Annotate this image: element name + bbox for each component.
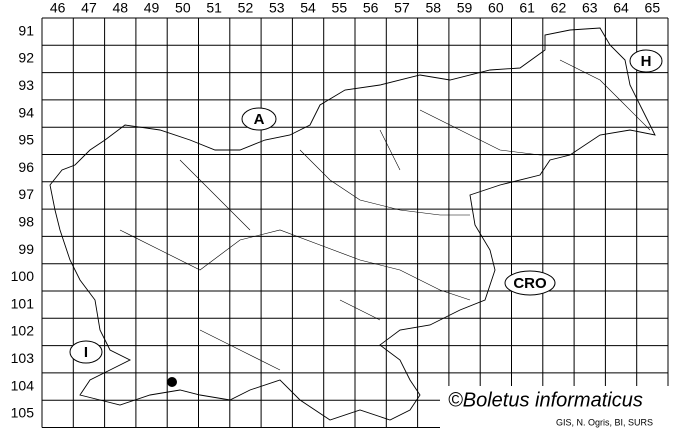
column-label: 59	[457, 0, 473, 16]
column-label: 52	[238, 0, 254, 16]
column-label: 57	[394, 0, 410, 16]
column-label: 64	[613, 0, 629, 16]
row-label: 91	[18, 22, 34, 38]
row-label: 101	[11, 295, 35, 311]
column-label: 54	[300, 0, 316, 16]
row-label: 98	[18, 213, 34, 229]
row-label: 100	[11, 268, 35, 284]
country-label: CRO	[513, 275, 547, 292]
country-label: A	[254, 111, 265, 128]
row-label: 92	[18, 50, 34, 66]
grid	[41, 17, 669, 428]
row-label: 99	[18, 241, 34, 257]
row-label: 94	[18, 104, 34, 120]
caption-box	[440, 386, 672, 430]
row-label: 102	[11, 323, 35, 339]
country-label: H	[641, 53, 652, 70]
label-oval	[241, 107, 277, 131]
column-label: 62	[551, 0, 567, 16]
row-label: 95	[18, 132, 34, 148]
row-label: 96	[18, 159, 34, 175]
column-label: 47	[81, 0, 97, 16]
column-label: 61	[519, 0, 535, 16]
label-oval	[629, 49, 663, 73]
column-label: 50	[175, 0, 191, 16]
country-label: I	[84, 344, 88, 361]
row-label: 97	[18, 186, 34, 202]
column-label: 63	[582, 0, 598, 16]
column-label: 65	[645, 0, 661, 16]
record-dot	[167, 377, 177, 387]
column-label: 48	[112, 0, 128, 16]
copyright: ©Boletus informaticus	[448, 389, 643, 411]
column-label: 58	[425, 0, 441, 16]
column-label: 53	[269, 0, 285, 16]
country-labels: A H CRO I	[69, 49, 663, 364]
row-label: 104	[11, 377, 35, 393]
column-label: 46	[50, 0, 66, 16]
label-oval	[69, 340, 103, 364]
column-label: 56	[363, 0, 379, 16]
column-label: 55	[332, 0, 348, 16]
row-label: 105	[11, 405, 35, 421]
rivers	[119, 59, 651, 371]
row-label: 103	[11, 350, 35, 366]
credit: GIS, N. Ogris, BI, SURS	[556, 417, 653, 427]
label-oval	[504, 270, 556, 296]
column-label: 60	[488, 0, 504, 16]
row-label: 93	[18, 77, 34, 93]
column-label: 51	[206, 0, 222, 16]
column-label: 49	[144, 0, 160, 16]
country-outline	[49, 27, 656, 421]
